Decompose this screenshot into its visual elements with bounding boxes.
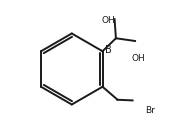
Text: Br: Br — [146, 106, 155, 115]
Text: OH: OH — [132, 54, 146, 63]
Text: OH: OH — [101, 16, 115, 25]
Text: B: B — [105, 45, 111, 55]
